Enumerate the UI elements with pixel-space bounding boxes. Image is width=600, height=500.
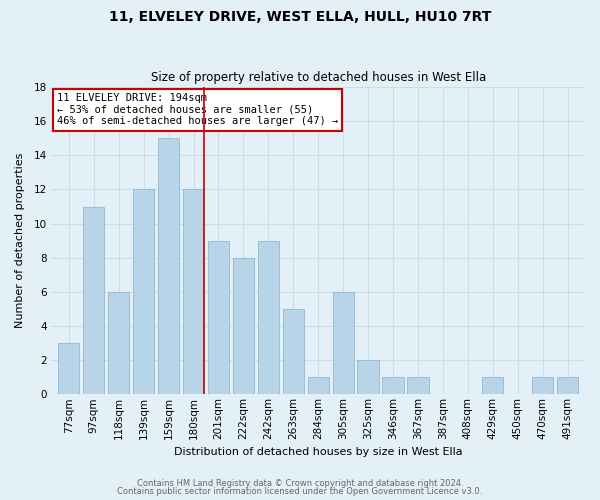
Bar: [83, 206, 104, 394]
Bar: [332, 292, 354, 394]
Bar: [108, 292, 130, 394]
Bar: [208, 240, 229, 394]
Bar: [532, 377, 553, 394]
Text: 11, ELVELEY DRIVE, WEST ELLA, HULL, HU10 7RT: 11, ELVELEY DRIVE, WEST ELLA, HULL, HU10…: [109, 10, 491, 24]
Y-axis label: Number of detached properties: Number of detached properties: [15, 153, 25, 328]
Bar: [557, 377, 578, 394]
X-axis label: Distribution of detached houses by size in West Ella: Distribution of detached houses by size …: [174, 448, 463, 458]
Text: 11 ELVELEY DRIVE: 194sqm
← 53% of detached houses are smaller (55)
46% of semi-d: 11 ELVELEY DRIVE: 194sqm ← 53% of detach…: [57, 93, 338, 126]
Bar: [482, 377, 503, 394]
Bar: [407, 377, 428, 394]
Title: Size of property relative to detached houses in West Ella: Size of property relative to detached ho…: [151, 72, 486, 85]
Bar: [183, 190, 204, 394]
Bar: [233, 258, 254, 394]
Bar: [133, 190, 154, 394]
Bar: [158, 138, 179, 394]
Text: Contains public sector information licensed under the Open Government Licence v3: Contains public sector information licen…: [118, 487, 482, 496]
Bar: [58, 343, 79, 394]
Bar: [308, 377, 329, 394]
Bar: [382, 377, 404, 394]
Bar: [258, 240, 279, 394]
Text: Contains HM Land Registry data © Crown copyright and database right 2024.: Contains HM Land Registry data © Crown c…: [137, 478, 463, 488]
Bar: [283, 309, 304, 394]
Bar: [358, 360, 379, 394]
